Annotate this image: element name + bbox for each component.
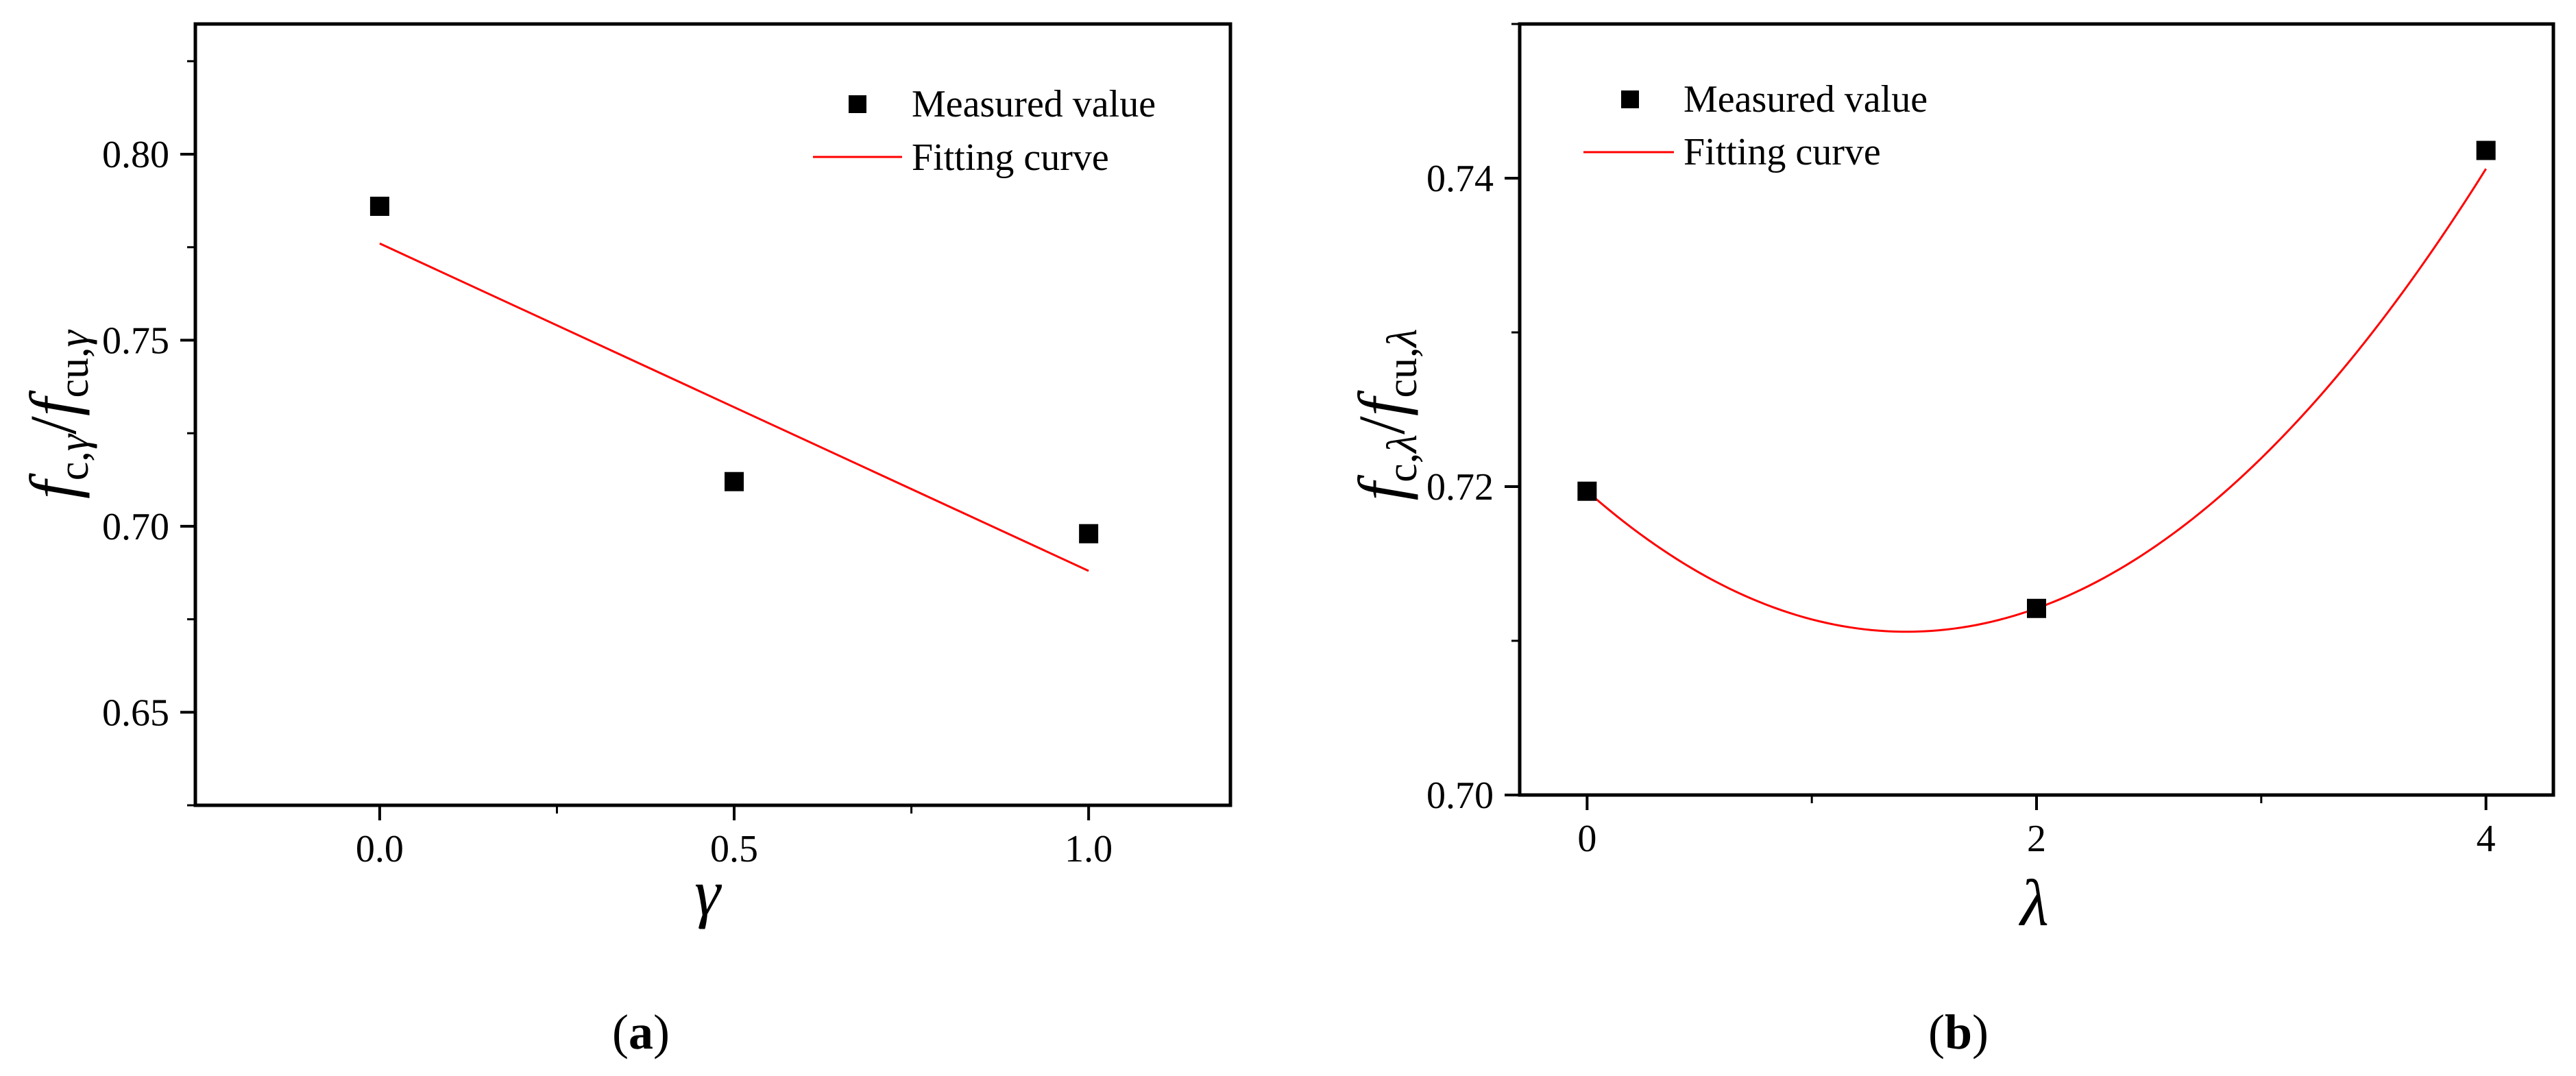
chart-a-legend-label-measured: Measured value	[912, 83, 1156, 125]
chart-b-y-tick-labels: 0.70 0.72 0.74	[1426, 158, 1494, 817]
chart-a: 0.0 0.5 1.0 0.65 0.70 0.75 0.80 Measured valu…	[16, 22, 1232, 1060]
chart-b-x-tick-label: 0	[1577, 818, 1596, 860]
chart-b-y-tick-label: 0.74	[1426, 158, 1494, 200]
chart-a-y-tick-label: 0.80	[102, 134, 169, 176]
chart-a-data-point	[369, 197, 389, 216]
chart-a-fit-line	[379, 242, 1089, 572]
chart-a-x-axis-label: γ	[694, 856, 722, 929]
chart-b-x-axis-label: λ	[2018, 866, 2049, 940]
chart-a-y-tick-labels: 0.65 0.70 0.75 0.80	[102, 134, 169, 734]
chart-a-legend: Measured value Fitting curve	[813, 83, 1156, 179]
chart-b: 0 2 4 0.70 0.72 0.74 Measured value Fitting …	[1345, 22, 2555, 1060]
chart-a-legend-marker-measured	[849, 95, 866, 113]
chart-b-fit-curve	[1586, 168, 2487, 633]
chart-a-measured-points	[369, 197, 1099, 543]
chart-b-legend-label-fitting: Fitting curve	[1684, 131, 1881, 173]
chart-b-legend: Measured value Fitting curve	[1583, 78, 1928, 173]
chart-b-y-axis-label: fc,λ/fcu,λ	[1345, 329, 1426, 501]
chart-a-data-point	[725, 472, 744, 491]
chart-a-ticks	[180, 60, 1091, 820]
chart-b-ticks	[1505, 23, 2488, 810]
chart-b-legend-label-measured: Measured value	[1684, 78, 1928, 121]
chart-a-fitting-curve	[379, 242, 1089, 572]
chart-b-x-tick-label: 2	[2027, 818, 2046, 860]
chart-b-y-tick-label: 0.72	[1426, 466, 1494, 509]
chart-b-data-point	[1577, 481, 1597, 501]
chart-b-data-point	[2027, 598, 2046, 618]
chart-a-data-point	[1079, 524, 1099, 543]
chart-b-plot-frame	[1518, 22, 2555, 797]
chart-b-panel-label: (b)	[1928, 1005, 1989, 1060]
chart-b-x-tick-labels: 0 2 4	[1577, 818, 2495, 860]
chart-a-x-tick-label: 0.0	[356, 828, 404, 870]
chart-a-y-tick-label: 0.70	[102, 506, 169, 548]
chart-b-legend-marker-measured	[1621, 90, 1639, 108]
chart-a-y-axis-label: fc,γ/fcu,γ	[16, 329, 97, 499]
chart-a-y-tick-label: 0.75	[102, 319, 169, 362]
chart-a-plot-frame	[193, 22, 1232, 807]
chart-a-x-tick-label: 0.5	[710, 828, 758, 870]
chart-a-x-tick-label: 1.0	[1065, 828, 1113, 870]
chart-a-legend-label-fitting: Fitting curve	[912, 136, 1109, 179]
chart-b-x-tick-label: 4	[2477, 818, 2496, 860]
chart-b-measured-points	[1577, 140, 2496, 618]
chart-a-panel-label: (a)	[612, 1005, 670, 1060]
chart-b-fitting-curve	[1586, 168, 2487, 633]
chart-a-y-tick-label: 0.65	[102, 692, 169, 734]
chart-b-data-point	[2476, 140, 2496, 160]
chart-b-y-tick-label: 0.70	[1426, 774, 1494, 817]
chart-a-x-tick-labels: 0.0 0.5 1.0	[356, 828, 1113, 870]
